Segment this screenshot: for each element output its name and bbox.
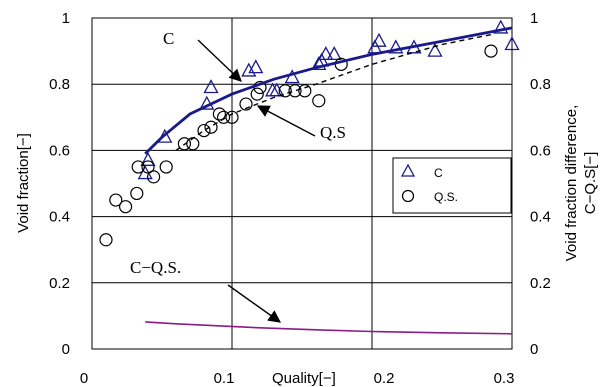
data-point-c <box>388 39 404 54</box>
y-tick-label-left: 0.2 <box>49 275 70 292</box>
annotation-arrow <box>197 39 242 82</box>
data-point-qs <box>177 137 191 151</box>
data-point-qs <box>147 170 161 184</box>
data-point-c <box>203 79 219 94</box>
legend: C Q.S. <box>392 157 512 214</box>
legend-triangle-marker <box>400 163 416 177</box>
data-point-c <box>493 19 509 34</box>
data-point-c <box>371 32 387 47</box>
x-tick-label: 0.3 <box>494 370 515 387</box>
qs-fit-line <box>175 33 492 151</box>
data-point-qs <box>109 193 123 207</box>
difference-line <box>145 321 513 335</box>
data-point-c <box>311 55 327 70</box>
data-point-c <box>284 69 300 84</box>
data-layer <box>99 19 520 335</box>
x-tick-label: 0.2 <box>374 370 395 387</box>
data-point-qs <box>217 110 231 124</box>
data-point-qs <box>141 160 155 174</box>
tick-labels: 0 0.2 0.4 0.6 0.8 1 0 0.2 0.4 0.6 0.8 1 0 0.1 0.2 0.3 <box>49 10 551 387</box>
data-point-qs <box>212 107 226 121</box>
data-point-qs <box>312 94 326 108</box>
data-point-qs <box>99 233 113 247</box>
data-point-qs <box>278 84 292 98</box>
annotation-arrow <box>256 105 316 137</box>
data-point-qs <box>225 110 239 124</box>
legend-box <box>392 157 512 214</box>
x-tick-label: 0 <box>80 370 88 387</box>
y-tick-label-right: 0.6 <box>530 142 551 159</box>
data-point-qs <box>204 120 218 134</box>
data-point-qs <box>118 200 133 214</box>
y-tick-label-right: 0 <box>530 341 538 358</box>
c-fit-line <box>144 26 513 155</box>
annotation-label: C <box>163 29 174 48</box>
data-point-qs <box>159 160 173 174</box>
data-point-qs <box>239 97 253 111</box>
annotation-arrow <box>227 284 282 323</box>
x-tick-label: 0.1 <box>214 370 235 387</box>
y-tick-label-right: 1 <box>530 10 538 27</box>
data-point-qs <box>250 87 264 101</box>
y-axis-right-label-line1: Void fraction difference, <box>563 105 580 262</box>
y-axis-right-label-line2: C−Q.S[−] <box>582 152 599 215</box>
data-point-c <box>241 62 257 77</box>
data-point-qs <box>298 84 312 98</box>
y-tick-label-left: 0.4 <box>49 209 70 226</box>
annotation-label: Q.S <box>320 123 346 142</box>
data-point-c <box>248 59 264 74</box>
y-tick-label-right: 0.4 <box>530 209 551 226</box>
data-point-qs <box>288 84 302 98</box>
y-tick-label-left: 0.8 <box>49 76 70 93</box>
y-tick-label-right: 0.2 <box>530 275 551 292</box>
data-point-c <box>427 42 443 57</box>
data-point-c <box>326 46 342 61</box>
y-tick-label-left: 0 <box>62 341 70 358</box>
annotation-label: C−Q.S. <box>130 258 181 277</box>
legend-label-c: C <box>434 166 443 180</box>
x-axis-label: Quality[−] <box>272 370 336 387</box>
data-point-qs <box>197 123 211 138</box>
data-point-qs <box>131 160 145 174</box>
legend-circle-marker <box>401 189 415 203</box>
data-point-qs <box>130 186 144 201</box>
y-tick-label-left: 1 <box>62 10 70 27</box>
data-point-qs <box>484 44 498 58</box>
annotation-layer: C Q.S C−Q.S. <box>130 29 346 323</box>
y-tick-label-right: 0.8 <box>530 76 551 93</box>
legend-label-qs: Q.S. <box>434 190 458 204</box>
y-axis-left-label: Void fraction[−] <box>15 133 32 233</box>
y-tick-label-left: 0.6 <box>49 142 70 159</box>
data-point-c <box>504 36 520 51</box>
data-point-c <box>269 82 285 97</box>
data-point-c <box>318 46 334 61</box>
data-point-c <box>140 151 156 166</box>
